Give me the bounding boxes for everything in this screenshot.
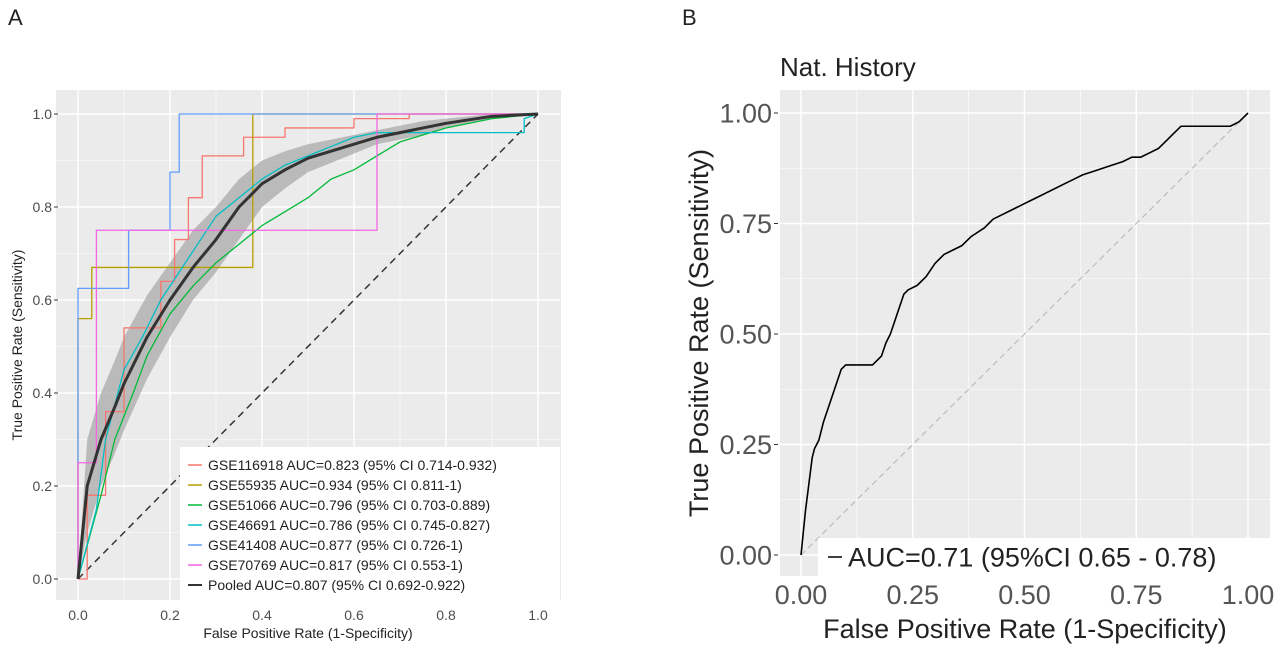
panel-a-legend: GSE116918 AUC=0.823 (95% CI 0.714-0.932)…: [180, 447, 560, 602]
diagonal-reference-line: [77, 113, 539, 580]
panel-a-y-ticks: 0.0 0.2 0.4 0.6 0.8 1.0: [33, 106, 58, 587]
x-tick-label: 0.50: [998, 580, 1051, 610]
x-tick-label: 0.00: [775, 580, 828, 610]
x-tick-label: 1.00: [1222, 580, 1275, 610]
x-tick-label: 0.75: [1110, 580, 1163, 610]
legend-label-0: GSE116918 AUC=0.823 (95% CI 0.714-0.932): [208, 457, 497, 473]
series-line-6: [76, 112, 539, 580]
panel-a-legend-box: [180, 447, 560, 602]
legend-label-2: GSE51066 AUC=0.796 (95% CI 0.703-0.889): [208, 497, 490, 513]
panel-b: B Nat. History 0.00 0.25 0.50 0.75 1.00 0.00…: [682, 5, 1274, 644]
y-tick-label: 0.75: [719, 209, 772, 239]
diagonal-reference-line: [800, 112, 1249, 556]
panel-b-legend: AUC=0.71 (95%CI 0.65 - 0.78): [818, 538, 1270, 576]
panel-a-diagonal: [77, 113, 539, 580]
x-tick-label: 0.25: [886, 580, 939, 610]
panel-b-legend-box: [818, 538, 1270, 576]
panel-b-x-ticks: 0.00 0.25 0.50 0.75 1.00: [775, 580, 1275, 610]
y-tick-label: 1.0: [33, 106, 53, 122]
y-tick-label: 1.00: [719, 98, 772, 128]
series-line-2: [77, 113, 539, 580]
y-tick-label: 0.25: [719, 430, 772, 460]
x-tick-label: 0.0: [68, 607, 88, 623]
series-line-3: [77, 113, 539, 580]
series-line-5: [77, 113, 538, 579]
panel-a: A 0.00.20.40.60.81.0 0.0 0.2 0.4 0.6 0.8 1.0 …: [8, 5, 561, 641]
panel-b-y-ticks: 0.00 0.25 0.50 0.75 1.00: [719, 98, 778, 570]
panel-b-diagonal: [800, 112, 1249, 556]
panel-a-series-lines: [76, 112, 539, 580]
legend-label-1: GSE55935 AUC=0.934 (95% CI 0.811-1): [208, 477, 462, 493]
y-tick-label: 0.4: [33, 385, 53, 401]
panel-b-label: B: [682, 5, 697, 30]
legend-label-3: GSE46691 AUC=0.786 (95% CI 0.745-0.827): [208, 517, 490, 533]
legend-label-6: Pooled AUC=0.807 (95% CI 0.692-0.922): [208, 577, 465, 593]
x-tick-label: 0.4: [252, 607, 272, 623]
panel-b-x-axis-label: False Positive Rate (1-Specificity): [823, 614, 1227, 644]
x-tick-label: 0.2: [160, 607, 180, 623]
x-tick-label: 0.6: [344, 607, 364, 623]
panel-b-y-axis-label: True Positive Rate (Sensitivity): [684, 149, 714, 517]
y-tick-label: 0.0: [33, 571, 53, 587]
y-tick-label: 0.2: [33, 478, 53, 494]
panel-a-label: A: [8, 5, 23, 30]
legend-label-0: AUC=0.71 (95%CI 0.65 - 0.78): [848, 542, 1216, 572]
panel-b-title: Nat. History: [780, 52, 916, 82]
y-tick-label: 0.6: [33, 292, 53, 308]
panel-a-x-ticks: 0.0 0.2 0.4 0.6 0.8 1.0: [68, 607, 548, 623]
panel-a-x-axis-label: False Positive Rate (1-Specificity): [203, 625, 412, 641]
y-tick-label: 0.00: [719, 540, 772, 570]
y-tick-label: 0.8: [33, 199, 53, 215]
x-tick-label: 0.8: [436, 607, 456, 623]
legend-label-4: GSE41408 AUC=0.877 (95% CI 0.726-1): [208, 537, 463, 553]
series-line-1: [77, 113, 538, 579]
x-tick-label: 1.0: [528, 607, 548, 623]
legend-label-5: GSE70769 AUC=0.817 (95% CI 0.553-1): [208, 557, 463, 573]
panel-a-y-axis-label: True Positive Rate (Sensitivity): [9, 250, 25, 441]
y-tick-label: 0.50: [719, 319, 772, 349]
panel-b-series-lines: [800, 112, 1249, 556]
series-line-0: [800, 112, 1249, 556]
